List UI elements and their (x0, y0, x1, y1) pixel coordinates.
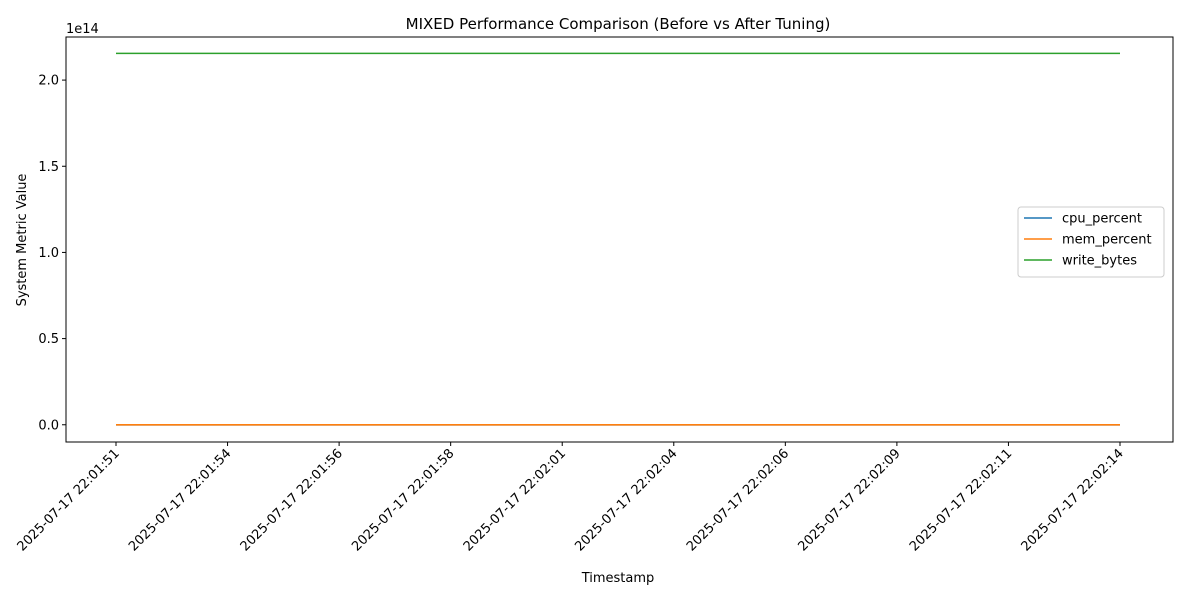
y-axis: 0.0 0.5 1.0 1.5 2.0 (38, 74, 66, 433)
legend-label: write_bytes (1062, 254, 1137, 269)
legend-label: mem_percent (1062, 233, 1152, 248)
plot-lines (116, 52, 1120, 426)
y-tick-label: 1.5 (38, 160, 59, 175)
y-axis-label: System Metric Value (15, 174, 30, 307)
legend-box (1017, 206, 1165, 278)
y-tick-label: 1.0 (38, 246, 59, 261)
y-axis-offset-label: 1e14 (66, 22, 99, 37)
y-tick-label: 0.0 (38, 418, 59, 433)
y-tick-label: 2.0 (38, 74, 59, 89)
plot-area-frame (65, 36, 1174, 443)
legend-label: cpu_percent (1062, 212, 1142, 227)
y-tick-label: 0.5 (38, 332, 59, 347)
x-axis-label: Timestamp (581, 571, 655, 586)
legend: cpu_percent mem_percent write_bytes (1017, 206, 1165, 278)
chart-title: MIXED Performance Comparison (Before vs … (406, 15, 831, 33)
